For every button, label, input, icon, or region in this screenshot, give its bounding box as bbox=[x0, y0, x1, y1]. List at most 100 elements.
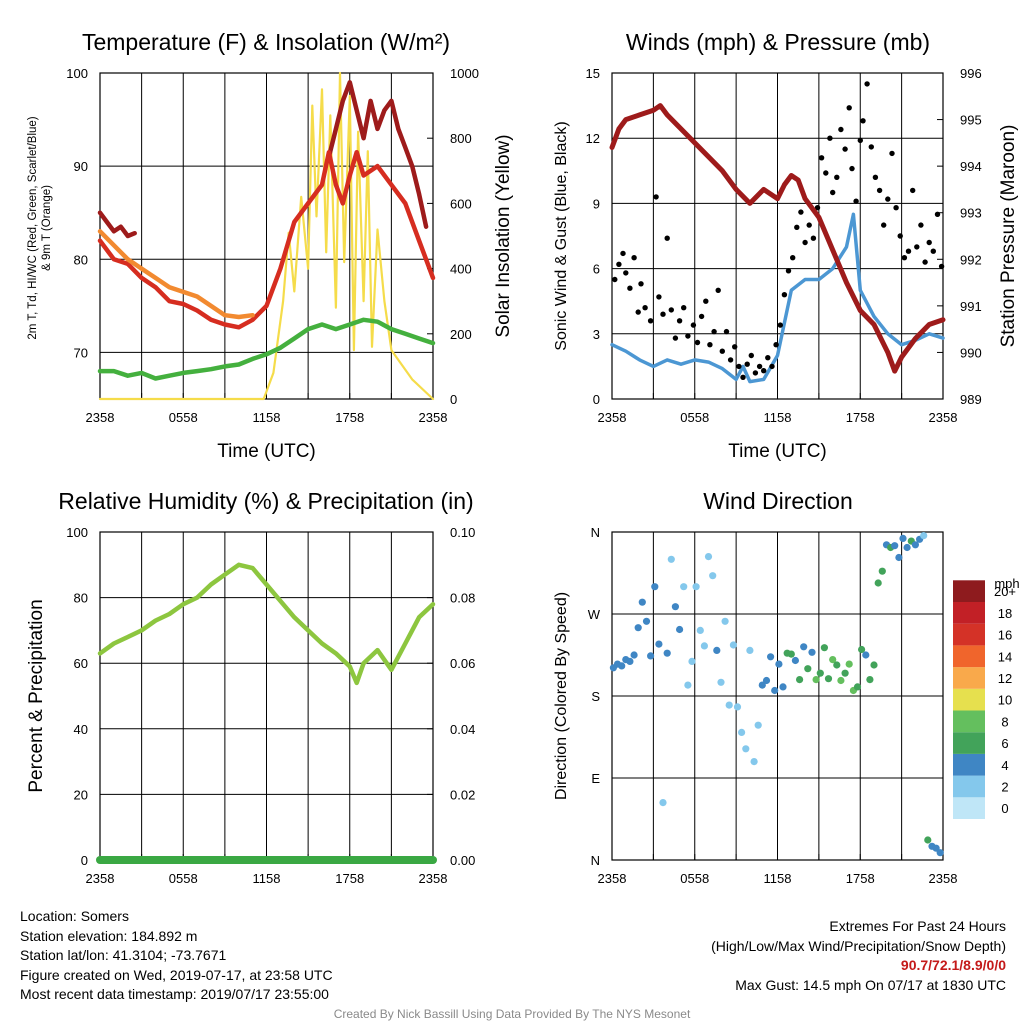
temperature-panel: Temperature (F) & Insolation (W/m²)2358 0… bbox=[27, 29, 514, 462]
humidity-y2-tick-label: 0.06 bbox=[450, 656, 475, 671]
wind-gust-point bbox=[889, 150, 895, 157]
extremes-info: Extremes For Past 24 Hours (High/Low/Max… bbox=[711, 917, 1006, 995]
humidity-y2-tick-label: 0.02 bbox=[450, 787, 475, 802]
temperature-x-label: Time (UTC) bbox=[217, 441, 316, 462]
wind-gust-point bbox=[616, 261, 622, 267]
winds-x-tick-label: 1758 bbox=[846, 410, 875, 425]
winds-x-label: Time (UTC) bbox=[728, 441, 827, 462]
humidity-x-tick-label: 0558 bbox=[169, 871, 198, 886]
humidity-x-tick-label: 2358 bbox=[419, 871, 448, 886]
wind-direction-point bbox=[721, 617, 729, 625]
temperature-y2-tick-label: 600 bbox=[450, 196, 472, 211]
wind-gust-point bbox=[668, 307, 674, 313]
colorbar-swatch bbox=[953, 580, 985, 602]
winds-y-tick-label: 0 bbox=[593, 392, 600, 407]
humidity-y2-tick-label: 0.10 bbox=[450, 525, 475, 540]
winds-x-tick-label: 2358 bbox=[929, 410, 958, 425]
humidity-series-rh_green-line bbox=[97, 562, 436, 686]
wind-gust-point bbox=[773, 342, 779, 348]
wind-direction-point bbox=[808, 648, 816, 656]
wind-gust-point bbox=[653, 194, 659, 200]
colorbar-label: 14 bbox=[998, 649, 1012, 664]
winds-y-tick-label: 6 bbox=[593, 262, 600, 277]
wind-direction-point bbox=[713, 646, 721, 655]
temperature-y-tick-label: 70 bbox=[74, 345, 88, 360]
humidity-x-tick-label: 1158 bbox=[253, 871, 281, 886]
wind-direction-point bbox=[733, 703, 742, 711]
wind-gust-point bbox=[901, 255, 908, 261]
humidity-y-tick-label: 0 bbox=[81, 853, 88, 868]
wind-direction-y-label: Direction (Colored By Speed) bbox=[553, 592, 570, 800]
wind-gust-point bbox=[707, 342, 713, 348]
wind-gust-point bbox=[631, 255, 637, 261]
wind-gust-point bbox=[638, 281, 644, 287]
colorbar-swatch bbox=[953, 732, 985, 754]
wind-gust-point bbox=[612, 276, 618, 283]
recent-timestamp: Most recent data timestamp: 2019/07/17 2… bbox=[20, 986, 329, 1002]
wind-gust-point bbox=[676, 318, 683, 324]
wind-gust-point bbox=[814, 205, 821, 211]
wind-direction-point bbox=[787, 650, 795, 658]
temperature-y2-tick-label: 1000 bbox=[450, 66, 479, 81]
max-gust: Max Gust: 14.5 mph On 07/17 at 1830 UTC bbox=[735, 976, 1006, 993]
wind-direction-point bbox=[676, 625, 684, 634]
colorbar-swatch bbox=[953, 775, 985, 798]
humidity-y-tick-label: 100 bbox=[66, 525, 88, 540]
wind-direction-point bbox=[725, 701, 733, 709]
wind-direction-point bbox=[742, 745, 750, 753]
wind-direction-point bbox=[870, 661, 878, 669]
winds-y2-tick-label: 991 bbox=[960, 299, 982, 314]
colorbar-label: 10 bbox=[998, 693, 1012, 708]
wind-gust-point bbox=[827, 135, 833, 141]
colorbar-label: 0 bbox=[1001, 801, 1008, 816]
wind_direction-x-tick-label: 1758 bbox=[846, 871, 875, 886]
wind-gust-point bbox=[857, 137, 863, 144]
temperature-x-tick-label: 2358 bbox=[419, 410, 448, 425]
wind-gust-point bbox=[698, 313, 705, 320]
wind-direction-point bbox=[853, 683, 862, 691]
colorbar-label: 6 bbox=[1001, 736, 1008, 751]
wind-gust-point bbox=[660, 311, 666, 317]
wind-direction-point bbox=[626, 657, 634, 666]
wind-gust-point bbox=[830, 189, 836, 196]
wind-gust-point bbox=[752, 370, 759, 376]
temperature-y-label: 2m T, Td, HI/WC (Red, Green, Scarlet/Blu… bbox=[27, 116, 53, 339]
temperature-x-tick-label: 1158 bbox=[253, 410, 281, 425]
wind_direction-frame bbox=[611, 531, 944, 861]
wind_direction-y-tick-label: E bbox=[591, 771, 600, 786]
credit-line: Created By Nick Bassill Using Data Provi… bbox=[333, 1007, 691, 1021]
station-location: Location: Somers bbox=[20, 908, 129, 924]
temperature-y2-tick-label: 200 bbox=[450, 327, 472, 342]
winds-x-tick-label: 1158 bbox=[764, 410, 792, 425]
wind-gust-point bbox=[881, 222, 887, 228]
wind-gust-point bbox=[802, 239, 808, 246]
winds-x-tick-label: 2358 bbox=[598, 410, 627, 425]
wind-direction-point bbox=[845, 660, 853, 668]
winds-x-tick-label: 0558 bbox=[680, 410, 709, 425]
wind-gust-point bbox=[914, 244, 920, 250]
temperature-y2-label: Solar Insolation (Yellow) bbox=[493, 134, 514, 337]
winds-y2-tick-label: 996 bbox=[960, 66, 982, 81]
wind-direction-point bbox=[837, 676, 845, 685]
humidity-y2-tick-label: 0.08 bbox=[450, 591, 475, 606]
wind-direction-point bbox=[920, 532, 928, 540]
wind-gust-point bbox=[685, 333, 691, 339]
wind-gust-point bbox=[723, 328, 730, 335]
wind_direction-y-tick-label: N bbox=[591, 853, 600, 868]
wind-gust-point bbox=[761, 368, 767, 374]
station-elevation: Station elevation: 184.892 m bbox=[20, 927, 198, 944]
temperature-y-tick-label: 90 bbox=[74, 159, 88, 174]
wind-gust-point bbox=[642, 305, 648, 311]
wind-gust-point bbox=[740, 374, 746, 380]
winds-y2-tick-label: 993 bbox=[960, 206, 982, 221]
wind_direction-x-tick-label: 2358 bbox=[598, 871, 627, 886]
speed-colorbar: 0 2 4 6 8 10 12 14 16 18 20+mph bbox=[953, 576, 1020, 819]
wind-gust-point bbox=[744, 361, 750, 367]
wind-gust-point bbox=[893, 205, 899, 211]
humidity-y2-tick-label: 0.00 bbox=[450, 853, 475, 868]
wind-gust-point bbox=[623, 270, 629, 276]
wind-gust-point bbox=[765, 355, 771, 361]
wind-direction-point bbox=[791, 656, 800, 665]
wind_direction-y-tick-label: S bbox=[591, 689, 600, 704]
